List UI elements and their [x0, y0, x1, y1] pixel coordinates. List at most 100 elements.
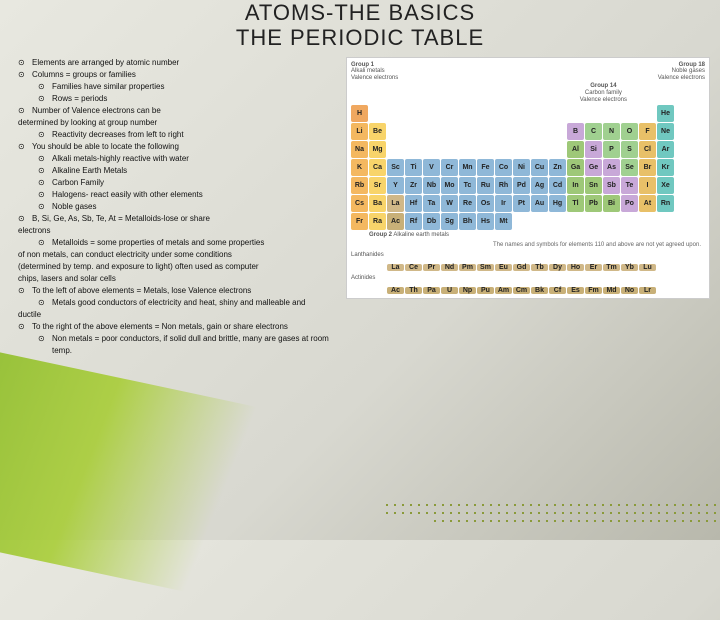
element-Fr: Fr	[351, 213, 368, 230]
element-Lu: Lu	[639, 264, 656, 271]
element-Sg: Sg	[441, 213, 458, 230]
element-Cd: Cd	[549, 177, 566, 194]
element-Mt: Mt	[495, 213, 512, 230]
bullet-item: Alkali metals-highly reactive with water	[18, 153, 338, 165]
element-Ti: Ti	[405, 159, 422, 176]
element-Pt: Pt	[513, 195, 530, 212]
element-Re: Re	[459, 195, 476, 212]
slide-content: Elements are arranged by atomic number Co…	[0, 51, 720, 357]
slide-title: ATOMS-THE BASICS THE PERIODIC TABLE	[0, 0, 720, 51]
element-Ir: Ir	[495, 195, 512, 212]
bullet-list: Elements are arranged by atomic numberCo…	[18, 57, 338, 357]
element-Ru: Ru	[477, 177, 494, 194]
element-Cu: Cu	[531, 159, 548, 176]
lanthanides-row: LaCePrNdPmSmEuGdTbDyHoErTmYbLu	[387, 264, 705, 271]
element-Co: Co	[495, 159, 512, 176]
element-Hg: Hg	[549, 195, 566, 212]
element-In: In	[567, 177, 584, 194]
bullet-item: Number of Valence electrons can be	[18, 105, 338, 117]
element-Bh: Bh	[459, 213, 476, 230]
element-He: He	[657, 105, 674, 122]
element-P: P	[603, 141, 620, 158]
element-Ho: Ho	[567, 264, 584, 271]
element-Po: Po	[621, 195, 638, 212]
element-S: S	[621, 141, 638, 158]
element-Bk: Bk	[531, 287, 548, 294]
element-Md: Md	[603, 287, 620, 294]
element-Kr: Kr	[657, 159, 674, 176]
element-Sc: Sc	[387, 159, 404, 176]
element-U: U	[441, 287, 458, 294]
element-Ag: Ag	[531, 177, 548, 194]
element-Zn: Zn	[549, 159, 566, 176]
bullet-item: Halogens- react easily with other elemen…	[18, 189, 338, 201]
element-Er: Er	[585, 264, 602, 271]
bullet-item: Carbon Family	[18, 177, 338, 189]
element-Rb: Rb	[351, 177, 368, 194]
bullet-item: To the left of above elements = Metals, …	[18, 285, 338, 297]
element-Th: Th	[405, 287, 422, 294]
element-Au: Au	[531, 195, 548, 212]
element-B: B	[567, 123, 584, 140]
element-Pu: Pu	[477, 287, 494, 294]
group-14-label: Group 14Carbon familyValence electrons	[580, 83, 627, 103]
element-Se: Se	[621, 159, 638, 176]
element-Rn: Rn	[657, 195, 674, 212]
element-Nb: Nb	[423, 177, 440, 194]
element-O: O	[621, 123, 638, 140]
element-Dy: Dy	[549, 264, 566, 271]
group-2-label: Group 2 Alkaline earth metals	[369, 232, 705, 239]
group-18-label: Group 18Noble gasesValence electrons	[658, 62, 705, 82]
bullet-item: Reactivity decreases from left to right	[18, 129, 338, 141]
element-Fm: Fm	[585, 287, 602, 294]
table-caption: The names and symbols for elements 110 a…	[351, 242, 701, 248]
bullet-item: (determined by temp. and exposure to lig…	[18, 261, 338, 273]
bullet-item: Elements are arranged by atomic number	[18, 57, 338, 69]
element-Tb: Tb	[531, 264, 548, 271]
element-Nd: Nd	[441, 264, 458, 271]
element-Hf: Hf	[405, 195, 422, 212]
element-Np: Np	[459, 287, 476, 294]
element-Cl: Cl	[639, 141, 656, 158]
element-Tm: Tm	[603, 264, 620, 271]
element-Rh: Rh	[495, 177, 512, 194]
element-Cr: Cr	[441, 159, 458, 176]
decorative-dots	[380, 500, 720, 540]
element-Br: Br	[639, 159, 656, 176]
element-Mo: Mo	[441, 177, 458, 194]
bullet-item: of non metals, can conduct electricity u…	[18, 249, 338, 261]
bullet-item: Non metals = poor conductors, if solid d…	[18, 333, 338, 357]
element-Pd: Pd	[513, 177, 530, 194]
element-C: C	[585, 123, 602, 140]
actinides-label: Actinides	[351, 275, 705, 281]
element-Al: Al	[567, 141, 584, 158]
element-Si: Si	[585, 141, 602, 158]
element-Ar: Ar	[657, 141, 674, 158]
element-Cm: Cm	[513, 287, 530, 294]
element-Eu: Eu	[495, 264, 512, 271]
element-Ne: Ne	[657, 123, 674, 140]
element-Ni: Ni	[513, 159, 530, 176]
element-Mn: Mn	[459, 159, 476, 176]
element-Lr: Lr	[639, 287, 656, 294]
periodic-table-panel: Group 1Alkali metalsValence electrons Gr…	[346, 57, 710, 357]
element-Sn: Sn	[585, 177, 602, 194]
element-W: W	[441, 195, 458, 212]
bullet-item: Rows = periods	[18, 93, 338, 105]
element-Na: Na	[351, 141, 368, 158]
element-N: N	[603, 123, 620, 140]
element-Os: Os	[477, 195, 494, 212]
element-Pr: Pr	[423, 264, 440, 271]
element-Ba: Ba	[369, 195, 386, 212]
bullet-item: electrons	[18, 225, 338, 237]
element-Mg: Mg	[369, 141, 386, 158]
element-Es: Es	[567, 287, 584, 294]
element-V: V	[423, 159, 440, 176]
element-Cf: Cf	[549, 287, 566, 294]
element-Sr: Sr	[369, 177, 386, 194]
element-Sb: Sb	[603, 177, 620, 194]
element-Gd: Gd	[513, 264, 530, 271]
element-As: As	[603, 159, 620, 176]
element-Yb: Yb	[621, 264, 638, 271]
bullet-item: Noble gases	[18, 201, 338, 213]
